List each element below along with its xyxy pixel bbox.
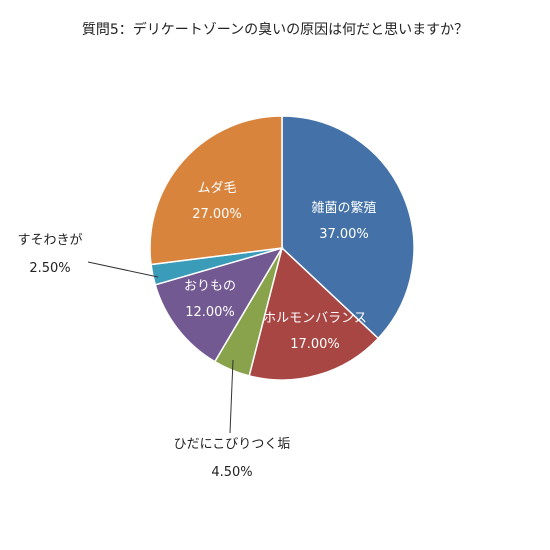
slice-2-leader-line	[229, 359, 234, 434]
slice-4-leader-line	[87, 261, 159, 278]
pie-slice-5	[149, 115, 283, 266]
slice-1-label: ホルモンバランス	[263, 311, 367, 326]
slice-4-value-label: 2.50%	[29, 261, 70, 276]
pie-slice-3	[154, 246, 284, 363]
slice-5-value-label: 27.00%	[192, 207, 242, 222]
slice-1-value-label: 17.00%	[290, 337, 340, 352]
slice-4-label: すそわきが	[17, 233, 82, 248]
slice-3-value-label: 12.00%	[185, 305, 235, 320]
slice-0-value-label: 37.00%	[319, 227, 369, 242]
slice-5-label: ムダ毛	[197, 181, 236, 196]
slice-0-label: 雑菌の繁殖	[311, 200, 376, 216]
pie-slices	[149, 115, 415, 381]
pie-slice-0	[281, 115, 415, 340]
slice-2-value-label: 4.50%	[211, 465, 252, 480]
slice-2-label: ひだにこびりつく垢	[174, 437, 291, 452]
leader-lines	[87, 261, 234, 434]
chart-title: 質問5：デリケートゾーンの臭いの原因は何だと思いますか？	[82, 21, 468, 38]
slice-labels: 雑菌の繁殖 37.00% ホルモンバランス 17.00% ひだにこびりつく垢 4.50% お…	[17, 181, 376, 480]
pie-slice-1	[248, 246, 380, 381]
slice-3-label: おりもの	[184, 279, 236, 294]
